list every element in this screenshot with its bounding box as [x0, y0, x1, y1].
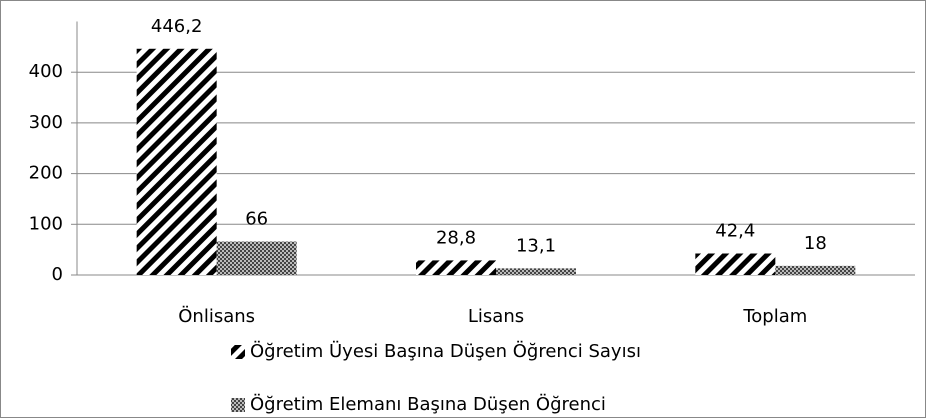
y-tick-label: 0: [52, 264, 63, 285]
bar: [775, 265, 856, 275]
x-tick-label: Lisans: [468, 306, 524, 327]
legend-label: Öğretim Elemanı Başına Düşen Öğrenci: [250, 393, 606, 415]
data-label: 28,8: [436, 227, 476, 248]
y-tick-label: 300: [29, 112, 63, 133]
data-label: 18: [804, 233, 827, 254]
bar: [136, 48, 217, 276]
bar: [496, 268, 576, 275]
legend-swatch: [231, 398, 245, 412]
data-label: 446,2: [151, 16, 203, 37]
y-tick-label: 400: [29, 61, 63, 82]
legend-label: Öğretim Üyesi Başına Düşen Öğrenci Sayıs…: [250, 340, 641, 362]
bar: [216, 241, 297, 275]
x-tick-label: Önlisans: [178, 305, 255, 327]
y-tick-label: 100: [29, 213, 63, 234]
bar: [695, 253, 776, 275]
bar: [416, 260, 496, 275]
x-tick-label: Toplam: [742, 306, 807, 327]
y-tick-label: 200: [29, 163, 63, 184]
data-label: 42,4: [715, 221, 755, 242]
data-label: 66: [245, 209, 268, 230]
legend-swatch: [231, 345, 245, 359]
data-label: 13,1: [516, 235, 556, 256]
